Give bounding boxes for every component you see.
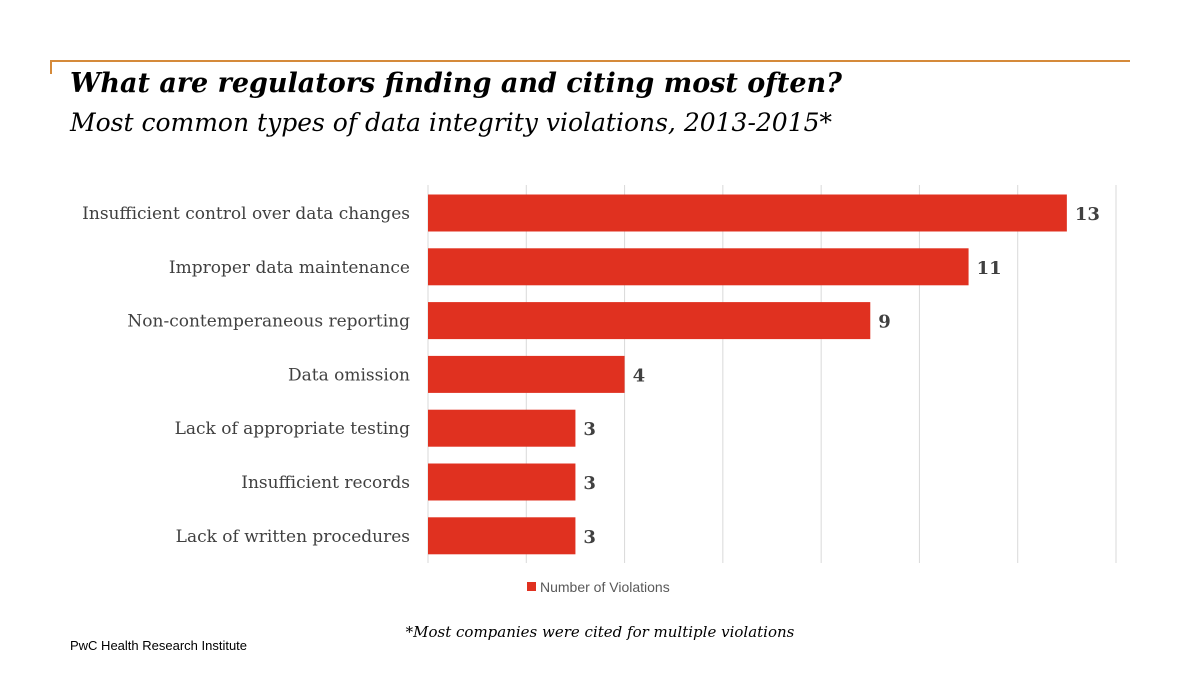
category-label: Lack of written procedures xyxy=(176,527,410,547)
header-rule-tick xyxy=(50,60,52,74)
data-label: 4 xyxy=(633,365,646,386)
bar xyxy=(428,463,576,501)
bars xyxy=(428,194,1067,555)
source-credit: PwC Health Research Institute xyxy=(70,638,248,653)
legend-swatch xyxy=(527,582,536,591)
bar xyxy=(428,302,871,340)
bar xyxy=(428,194,1067,232)
chart-subtitle: Most common types of data integrity viol… xyxy=(70,108,833,137)
data-labels: 13 11 9 4 3 3 3 xyxy=(583,204,1099,548)
data-label: 9 xyxy=(878,312,891,333)
chart-title: What are regulators finding and citing m… xyxy=(70,68,843,99)
data-label: 13 xyxy=(1075,204,1100,225)
legend: Number of Violations xyxy=(527,579,670,595)
category-label: Non-contemperaneous reporting xyxy=(127,312,410,332)
bar xyxy=(428,409,576,447)
data-label: 3 xyxy=(583,473,596,494)
category-label: Lack of appropriate testing xyxy=(175,419,411,439)
category-label: Insufficient records xyxy=(241,473,410,493)
data-label: 3 xyxy=(583,527,596,548)
bar xyxy=(428,355,625,393)
category-label: Insufficient control over data changes xyxy=(82,204,410,224)
data-label: 3 xyxy=(583,419,596,440)
footnote: *Most companies were cited for multiple … xyxy=(405,623,795,641)
header-rule xyxy=(50,60,1130,62)
category-label: Improper data maintenance xyxy=(169,258,410,278)
category-label: Data omission xyxy=(288,365,410,385)
bar xyxy=(428,517,576,555)
bar xyxy=(428,248,969,286)
data-label: 11 xyxy=(977,258,1002,279)
category-labels: Insufficient control over data changes Im… xyxy=(82,204,410,547)
legend-label: Number of Violations xyxy=(540,579,670,595)
